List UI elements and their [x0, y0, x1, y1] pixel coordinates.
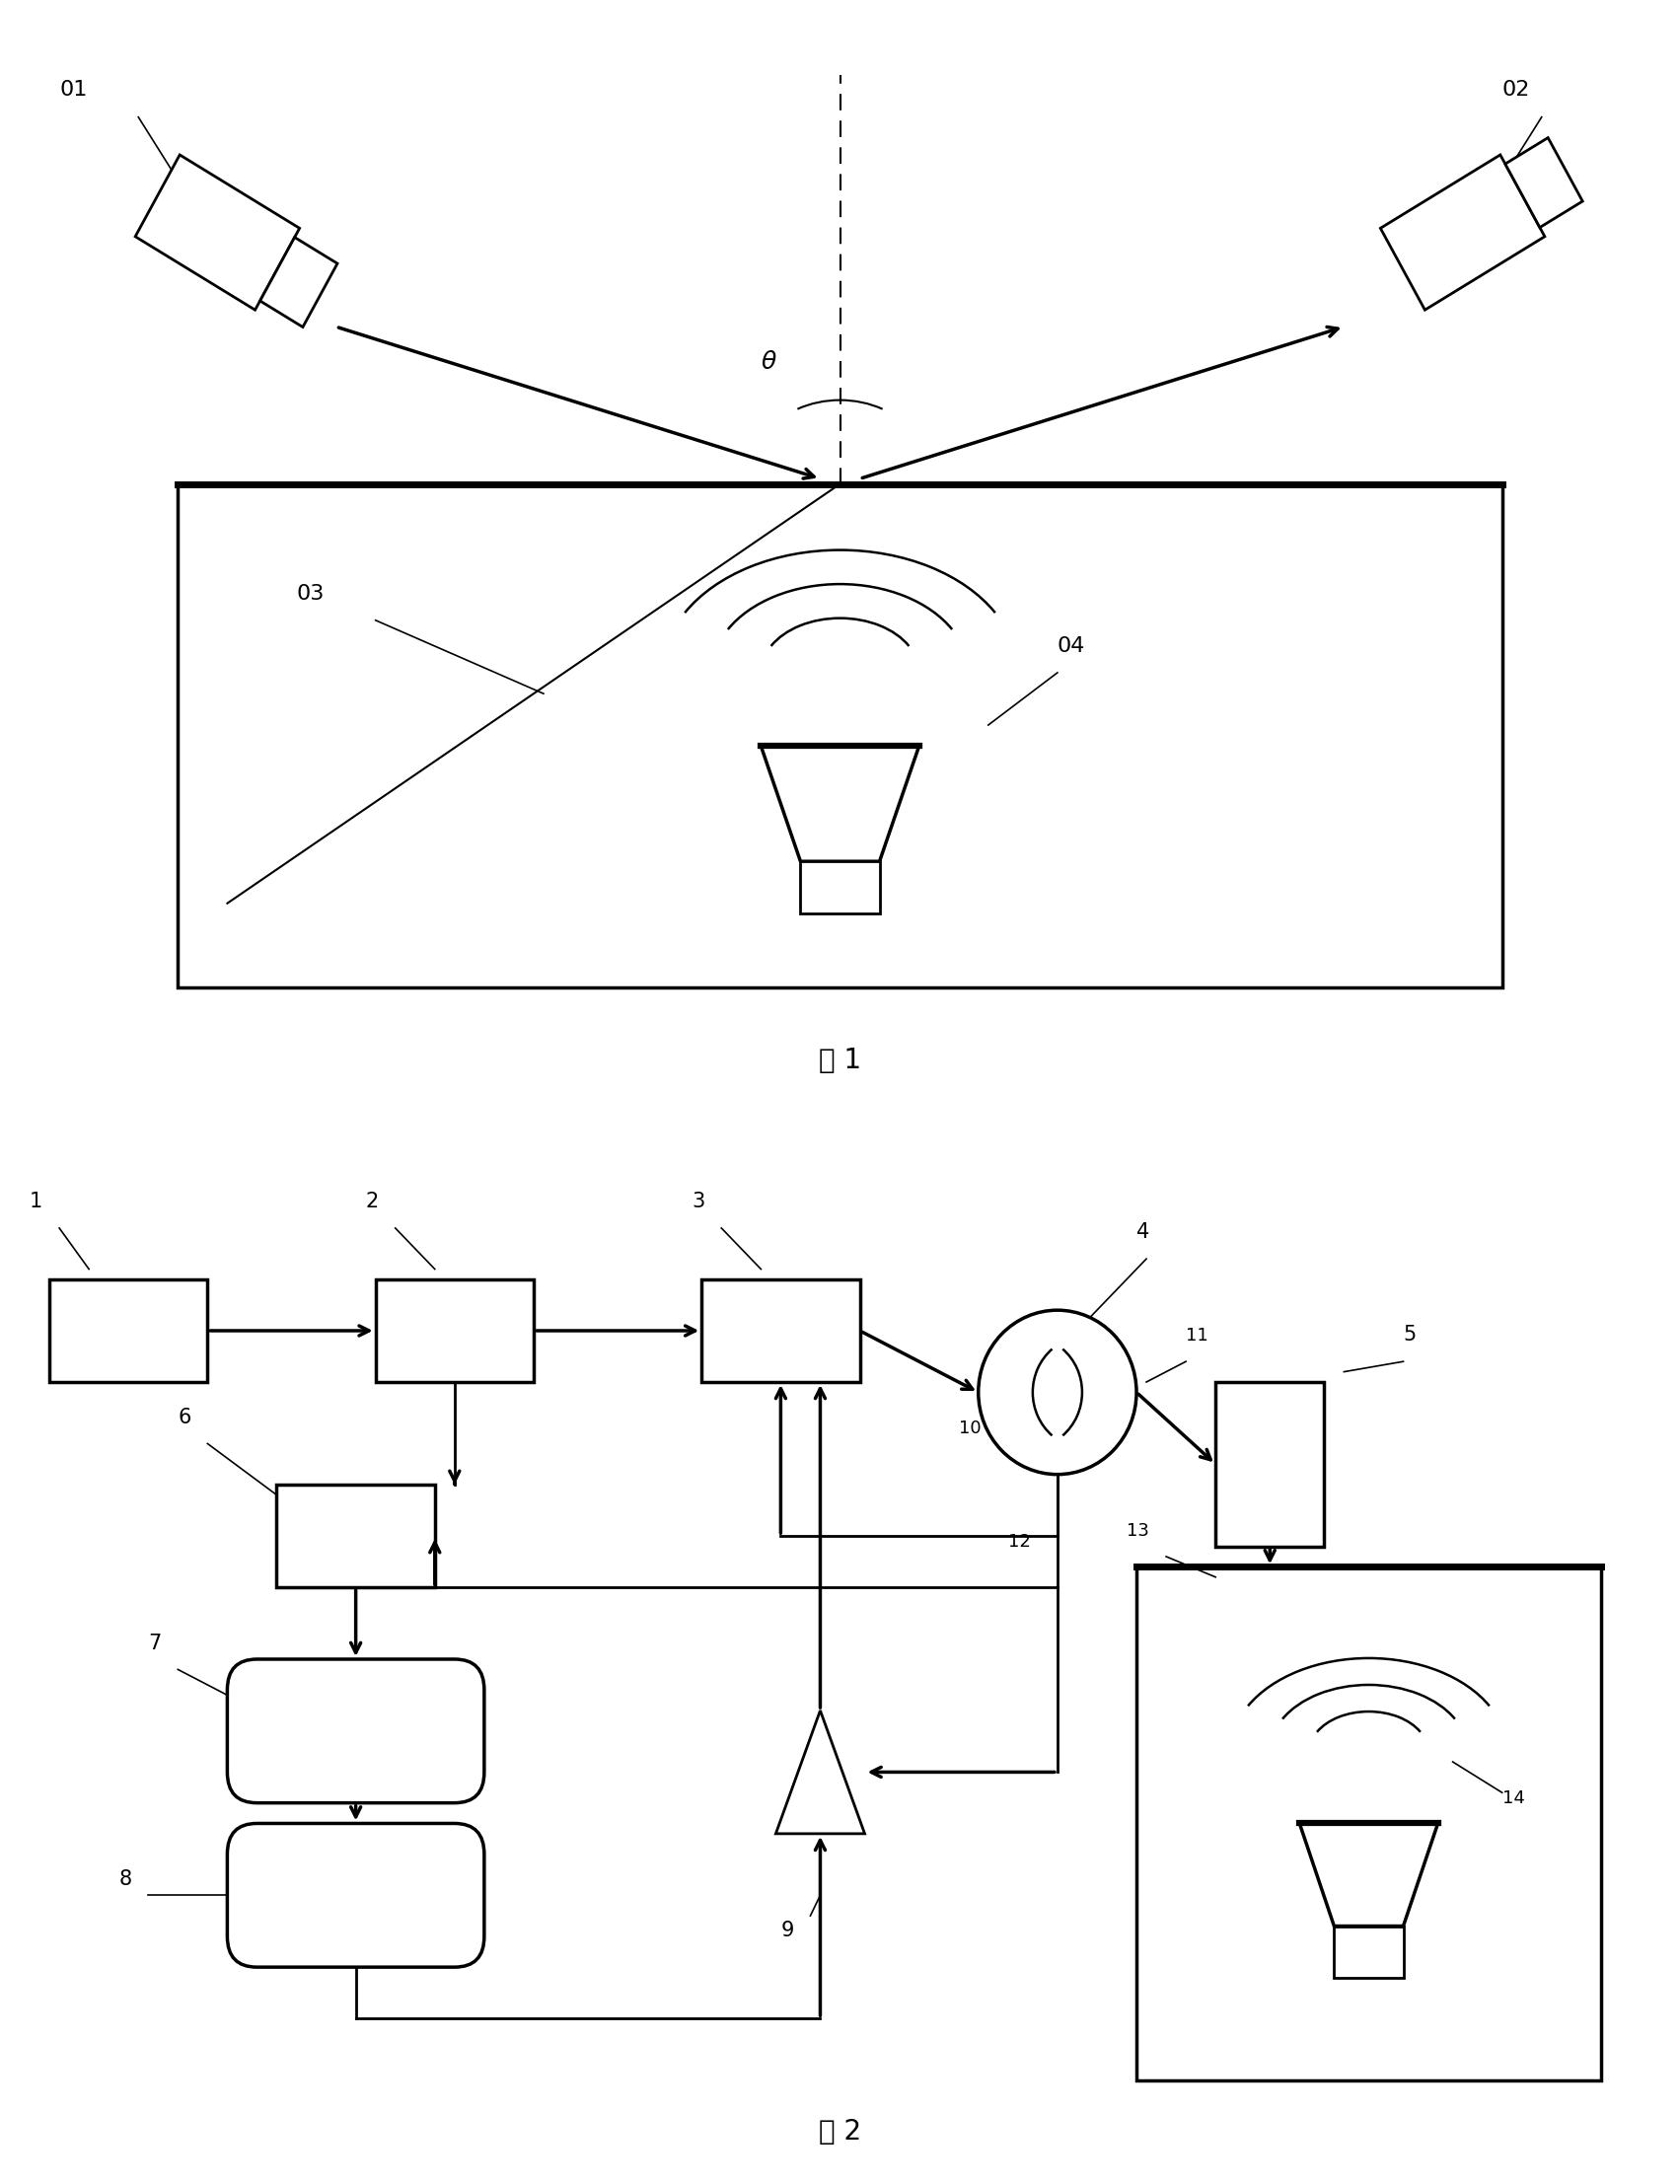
Text: 01: 01 — [59, 81, 87, 100]
Bar — [702, 1280, 860, 1382]
Bar — [800, 860, 880, 913]
FancyBboxPatch shape — [227, 1824, 484, 1968]
Bar — [1381, 155, 1544, 310]
Text: 2: 2 — [366, 1192, 378, 1212]
Bar — [136, 155, 299, 310]
Bar — [1136, 1566, 1601, 2079]
Bar — [1334, 1926, 1403, 1977]
Text: 图 1: 图 1 — [818, 1046, 862, 1075]
Bar — [277, 1485, 435, 1588]
Bar — [49, 1280, 208, 1382]
Text: 10: 10 — [959, 1420, 981, 1437]
Bar — [178, 485, 1502, 987]
Text: 图 2: 图 2 — [818, 2118, 862, 2145]
Text: 03: 03 — [296, 583, 324, 603]
Bar — [376, 1280, 534, 1382]
Text: 12: 12 — [1008, 1533, 1030, 1551]
Text: 6: 6 — [178, 1406, 192, 1426]
Text: 7: 7 — [148, 1634, 161, 1653]
Bar — [1505, 138, 1583, 227]
Text: 8: 8 — [119, 1870, 131, 1889]
Circle shape — [978, 1310, 1136, 1474]
Text: 14: 14 — [1502, 1789, 1525, 1806]
Text: 9: 9 — [781, 1920, 795, 1939]
FancyBboxPatch shape — [227, 1660, 484, 1804]
Text: 02: 02 — [1502, 81, 1530, 100]
Text: 13: 13 — [1127, 1522, 1149, 1540]
Text: 11: 11 — [1186, 1328, 1208, 1345]
Text: 1: 1 — [30, 1192, 42, 1212]
Text: 5: 5 — [1403, 1326, 1416, 1345]
Text: 3: 3 — [692, 1192, 706, 1212]
Text: $\theta$: $\theta$ — [761, 349, 778, 373]
Text: 04: 04 — [1057, 636, 1085, 655]
Bar — [260, 238, 338, 328]
Text: 4: 4 — [1136, 1223, 1149, 1243]
Polygon shape — [776, 1710, 865, 1835]
Bar — [1216, 1382, 1324, 1546]
